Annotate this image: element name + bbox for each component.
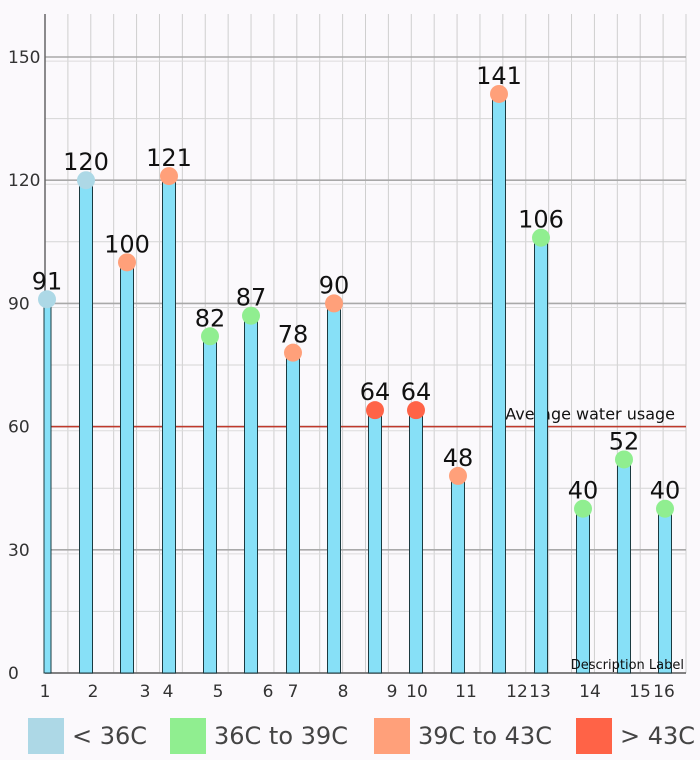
x-tick-label: 7 (288, 682, 299, 702)
data-label: 120 (63, 148, 109, 176)
legend-label-above-43: > 43C (620, 722, 696, 750)
y-tick-label: 120 (8, 171, 40, 191)
x-tick-label: 2 (88, 682, 99, 702)
data-label: 106 (518, 206, 564, 234)
bar-marker (325, 294, 343, 313)
data-label: 52 (609, 427, 640, 455)
bar-marker (201, 327, 219, 346)
bar-marker (118, 253, 136, 272)
description-label: Description Label (571, 658, 684, 673)
data-label: 91 (32, 267, 63, 295)
legend-swatch-below-36 (28, 718, 64, 754)
data-label: 40 (568, 477, 599, 505)
x-tick-label: 4 (163, 682, 174, 702)
legend-label-36-to-39: 36C to 39C (214, 722, 348, 750)
bar (576, 508, 590, 674)
x-tick-label: 12 (506, 682, 528, 702)
average-line-label: Average water usage (505, 405, 675, 424)
legend-item-below-36: < 36C (28, 718, 147, 754)
bar-marker (407, 401, 425, 420)
x-tick-label: 8 (338, 682, 349, 702)
legend-swatch-39-to-43 (374, 718, 410, 754)
bar (617, 458, 631, 674)
y-tick-label: 0 (8, 664, 19, 684)
x-tick-label: 1 (40, 682, 51, 702)
x-tick-label: 15 (629, 682, 651, 702)
x-tick-label: 3 (140, 682, 151, 702)
y-tick-label: 150 (8, 48, 40, 68)
bar (162, 175, 176, 674)
bar-marker (574, 499, 592, 518)
data-label: 64 (401, 378, 432, 406)
bar-marker (38, 290, 56, 309)
bar (327, 302, 341, 674)
x-tick-label: 14 (579, 682, 601, 702)
bar (286, 352, 300, 674)
data-label: 40 (650, 477, 681, 505)
y-tick-label: 30 (8, 541, 30, 561)
bar (451, 475, 465, 674)
data-label: 141 (476, 62, 522, 90)
data-label: 78 (278, 321, 309, 349)
bar (244, 315, 258, 674)
legend-swatch-above-43 (576, 718, 612, 754)
x-tick-label: 9 (387, 682, 398, 702)
bar-marker (532, 228, 550, 247)
x-tick-label: 13 (529, 682, 551, 702)
legend-label-39-to-43: 39C to 43C (418, 722, 552, 750)
y-tick-label: 60 (8, 418, 30, 438)
legend: < 36C 36C to 39C 39C to 43C > 43C (0, 712, 700, 756)
bar (409, 409, 423, 674)
bar (120, 261, 134, 674)
bar-marker (656, 499, 674, 518)
y-tick-label: 90 (8, 294, 30, 314)
bar (79, 179, 93, 674)
x-tick-label: 5 (213, 682, 224, 702)
legend-swatch-36-to-39 (170, 718, 206, 754)
data-label: 82 (195, 304, 226, 332)
data-label: 121 (146, 144, 192, 172)
bar-marker (242, 306, 260, 325)
x-tick-label: 10 (406, 682, 428, 702)
x-tick-label: 11 (455, 682, 477, 702)
bar (658, 508, 672, 674)
bar-marker (77, 171, 95, 190)
data-label: 87 (236, 284, 267, 312)
x-tick-label: 16 (653, 682, 675, 702)
data-label: 100 (104, 230, 150, 258)
data-label: 90 (319, 271, 350, 299)
bar-marker (449, 466, 467, 485)
bar (492, 93, 506, 674)
bar-marker (284, 343, 302, 362)
bar-marker (490, 84, 508, 103)
data-label: 48 (443, 444, 474, 472)
legend-item-39-to-43: 39C to 43C (374, 718, 552, 754)
bar-marker (160, 167, 178, 186)
data-label: 64 (360, 378, 391, 406)
legend-item-above-43: > 43C (576, 718, 695, 754)
bar (368, 409, 382, 674)
legend-item-36-to-39: 36C to 39C (170, 718, 348, 754)
bar (534, 237, 548, 674)
legend-label-below-36: < 36C (72, 722, 148, 750)
bar (43, 298, 52, 674)
bar-marker (615, 450, 633, 469)
bar-marker (366, 401, 384, 420)
x-tick-label: 6 (263, 682, 274, 702)
bar (203, 335, 217, 674)
